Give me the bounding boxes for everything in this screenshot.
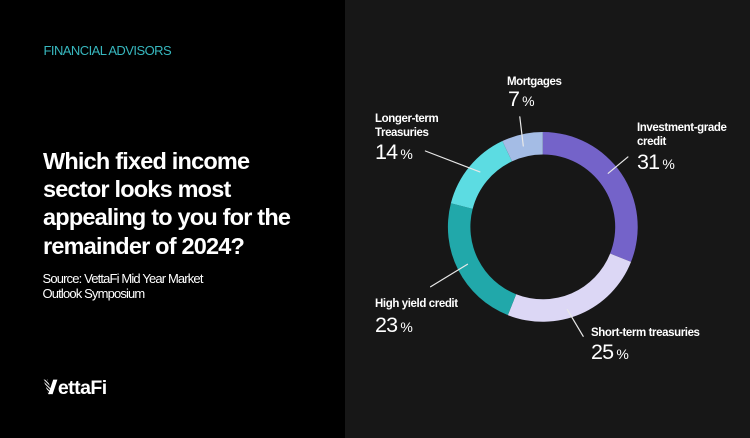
svg-text:ettaFi: ettaFi <box>58 379 107 399</box>
